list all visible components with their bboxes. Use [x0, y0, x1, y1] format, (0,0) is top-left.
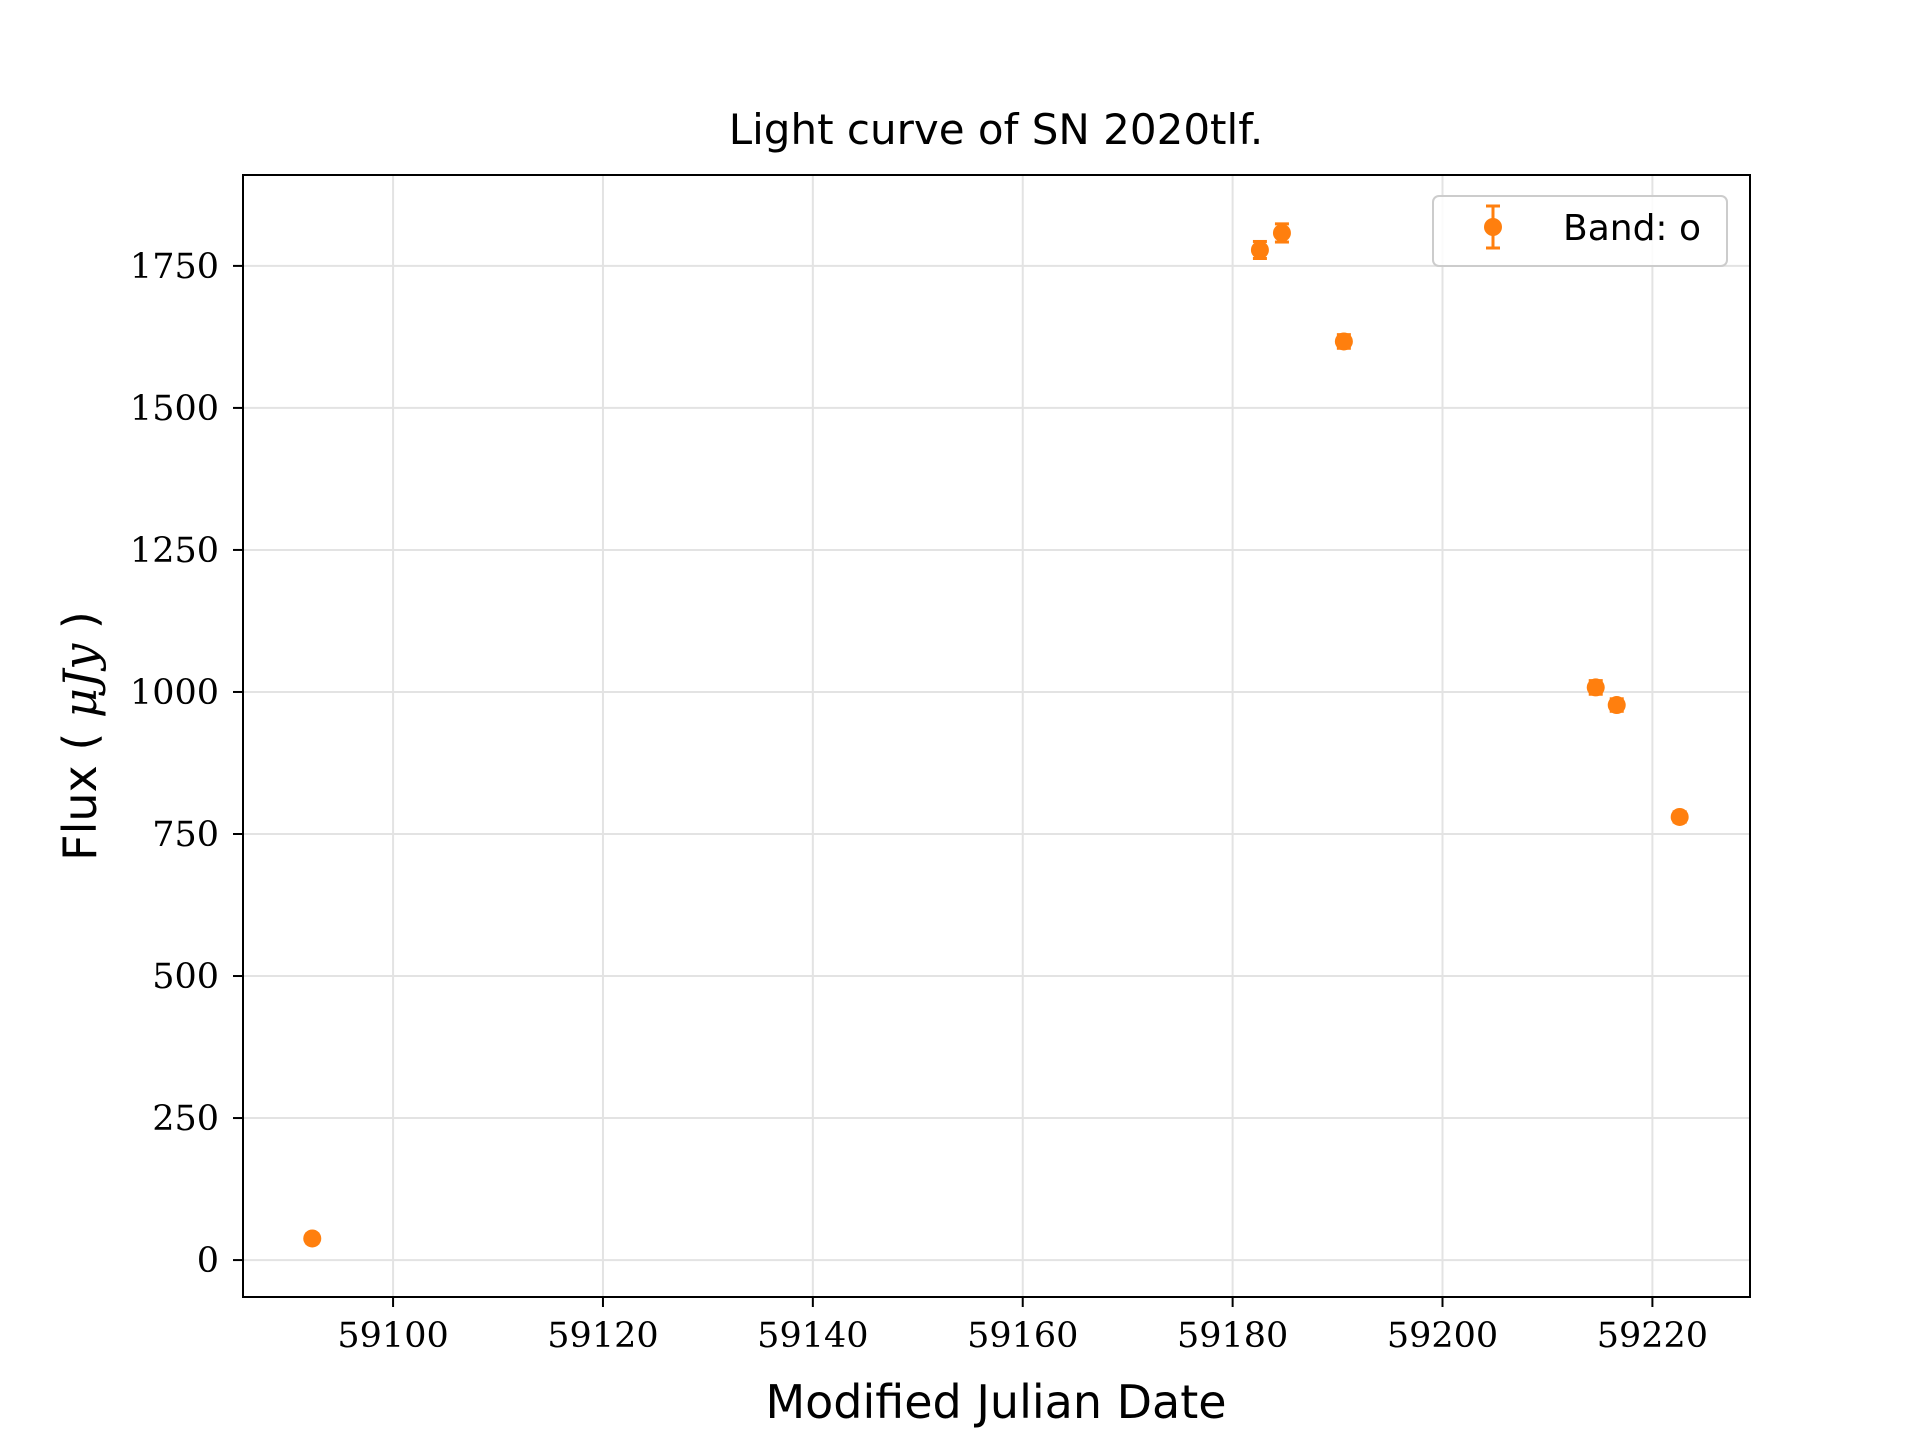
legend-marker	[1484, 218, 1502, 236]
y-tick-label: 0	[197, 1241, 219, 1281]
data-point	[1272, 223, 1291, 242]
x-tick-label: 59100	[337, 1316, 448, 1356]
x-tick-label: 59120	[547, 1316, 658, 1356]
data-point	[303, 1229, 322, 1248]
legend-entry-label: Band: o	[1563, 208, 1701, 249]
axis-ticks: 59100 59120 59140 59160 59180 59200 59220 0 250 5…	[130, 247, 1708, 1356]
y-axis-label-unit: μJy	[53, 643, 107, 718]
y-tick-label: 250	[152, 1099, 219, 1139]
chart-title: Light curve of SN 2020tlf.	[729, 105, 1264, 154]
y-axis-label: Flux ( μJy )	[53, 611, 107, 861]
legend: Band: o	[1432, 195, 1728, 267]
y-tick-label: 1250	[130, 531, 219, 571]
x-tick-label: 59200	[1387, 1316, 1498, 1356]
x-tick-label: 59140	[757, 1316, 868, 1356]
y-tick-label: 1500	[130, 389, 219, 429]
y-axis-label-close-paren: )	[53, 611, 107, 629]
x-tick-label: 59220	[1597, 1316, 1708, 1356]
data-point	[1334, 332, 1353, 351]
legend-box	[1432, 195, 1728, 267]
y-tick-label: 750	[152, 815, 219, 855]
data-point	[1607, 696, 1626, 715]
data-point	[1250, 240, 1269, 259]
data-point	[1586, 678, 1605, 697]
y-axis-label-open-paren: (	[53, 733, 107, 751]
y-tick-label: 500	[152, 957, 219, 997]
plot-frame	[242, 174, 1751, 1298]
grid	[243, 175, 1750, 1297]
x-tick-label: 59160	[967, 1316, 1078, 1356]
x-tick-label: 59180	[1177, 1316, 1288, 1356]
data-points	[303, 222, 1689, 1248]
y-axis-label-text: Flux	[53, 765, 107, 861]
y-tick-label: 1000	[130, 673, 219, 713]
x-axis-label: Modified Julian Date	[765, 1375, 1226, 1429]
y-tick-label: 1750	[130, 247, 219, 287]
data-point	[1670, 807, 1689, 826]
